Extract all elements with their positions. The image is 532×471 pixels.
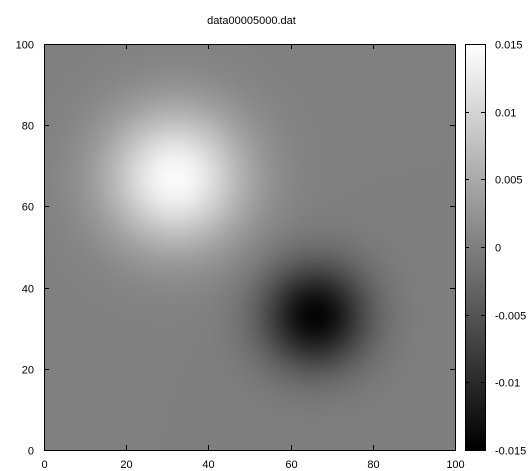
x-tick-label: 0 <box>41 459 47 471</box>
y-tick-label: 20 <box>22 365 34 377</box>
colorbar-tick-label: 0 <box>495 243 501 255</box>
colorbar-axis: -0.015 -0.01 -0.005 0 0.005 0.01 0.015 <box>465 40 526 458</box>
y-tick-label: 0 <box>28 446 34 458</box>
colorbar-tick-label: 0.015 <box>495 40 523 52</box>
x-tick-label: 20 <box>120 459 132 471</box>
x-tick-label: 100 <box>446 459 464 471</box>
heatmap-image <box>44 44 455 450</box>
colorbar-image <box>465 44 485 450</box>
plot-frame <box>44 44 456 451</box>
x-tick-label: 60 <box>285 459 297 471</box>
chart-title: data00005000.dat <box>207 15 296 27</box>
x-tick-label: 80 <box>367 459 379 471</box>
colorbar-tick-label: 0.01 <box>495 108 516 120</box>
x-axis: 0 20 40 60 80 100 <box>41 44 465 471</box>
y-tick-label: 100 <box>16 40 34 52</box>
y-axis: 0 20 40 60 80 100 <box>16 40 455 458</box>
colorbar-tick-label: -0.015 <box>495 446 526 458</box>
y-tick-label: 60 <box>22 202 34 214</box>
x-tick-label: 40 <box>202 459 214 471</box>
colorbar-tick-label: -0.01 <box>495 378 520 390</box>
y-tick-label: 40 <box>22 284 34 296</box>
colorbar-tick-label: 0.005 <box>495 175 523 187</box>
colorbar-tick-label: -0.005 <box>495 311 526 323</box>
y-tick-label: 80 <box>22 121 34 133</box>
